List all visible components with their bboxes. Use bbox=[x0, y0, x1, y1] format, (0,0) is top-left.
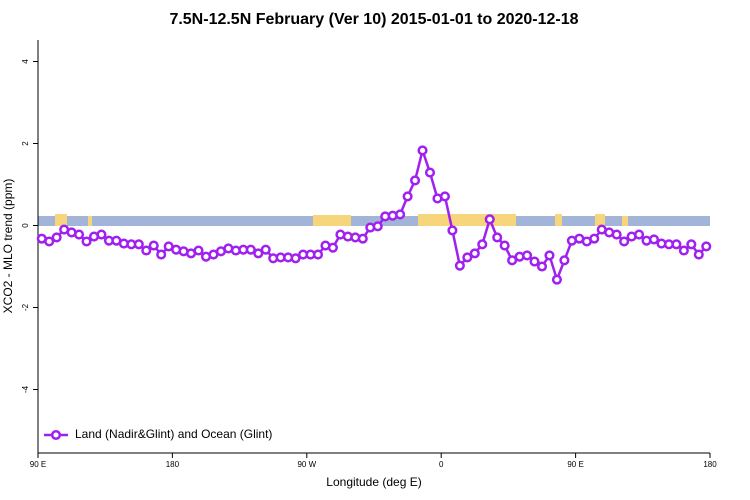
data-point bbox=[447, 225, 458, 236]
data-point bbox=[253, 248, 264, 259]
data-point bbox=[671, 239, 682, 250]
data-point bbox=[81, 236, 92, 247]
data-point bbox=[454, 260, 465, 271]
data-point bbox=[312, 249, 324, 260]
data-point bbox=[522, 250, 533, 261]
data-point bbox=[372, 221, 383, 232]
x-tick-label: 90 E bbox=[567, 460, 583, 469]
data-point bbox=[410, 175, 421, 186]
data-point bbox=[693, 249, 704, 260]
x-tick-label: 180 bbox=[703, 460, 717, 469]
y-tick-label: -2 bbox=[21, 303, 30, 311]
data-point bbox=[507, 255, 518, 266]
data-point bbox=[141, 245, 152, 256]
data-point bbox=[245, 244, 256, 255]
data-point bbox=[611, 229, 622, 240]
data-point bbox=[701, 241, 712, 252]
series-line bbox=[41, 146, 708, 284]
data-point bbox=[193, 245, 204, 256]
data-point bbox=[634, 229, 645, 240]
y-axis-label: XCO2 - MLO trend (ppm) bbox=[1, 179, 15, 314]
data-point bbox=[439, 191, 450, 202]
data-point bbox=[51, 232, 62, 243]
data-point bbox=[133, 239, 144, 250]
data-point bbox=[589, 233, 600, 244]
data-point bbox=[536, 261, 548, 272]
y-tick-label: 4 bbox=[21, 59, 30, 64]
data-point bbox=[44, 236, 55, 247]
x-tick-label: 90 W bbox=[297, 460, 316, 469]
data-point bbox=[678, 245, 689, 256]
data-point bbox=[529, 256, 540, 267]
x-tick-label: 180 bbox=[166, 460, 180, 469]
data-point bbox=[357, 233, 368, 244]
chart-title: 7.5N-12.5N February (Ver 10) 2015-01-01 … bbox=[169, 11, 578, 28]
data-point bbox=[402, 191, 413, 202]
data-point bbox=[619, 236, 630, 247]
y-tick-label: 0 bbox=[21, 223, 30, 228]
data-point bbox=[648, 234, 660, 245]
data-point bbox=[499, 240, 510, 251]
data-point bbox=[477, 239, 488, 250]
data-point bbox=[290, 253, 301, 264]
data-point bbox=[395, 209, 406, 220]
data-point bbox=[424, 167, 436, 178]
data-point bbox=[559, 255, 570, 266]
data-point bbox=[551, 274, 562, 285]
data-point bbox=[156, 249, 167, 260]
x-tick-label: 0 bbox=[439, 460, 444, 469]
data-point bbox=[686, 239, 697, 250]
data-point bbox=[469, 248, 480, 259]
data-point bbox=[148, 240, 159, 251]
legend-label: Land (Nadir&Glint) and Ocean (Glint) bbox=[75, 427, 272, 441]
y-tick-label: -4 bbox=[21, 385, 30, 393]
data-point bbox=[492, 232, 503, 243]
x-axis-label: Longitude (deg E) bbox=[326, 475, 421, 489]
data-point bbox=[544, 250, 555, 261]
x-tick-label: 90 E bbox=[30, 460, 46, 469]
data-point bbox=[327, 242, 338, 253]
data-point bbox=[462, 252, 473, 263]
data-point bbox=[74, 229, 85, 240]
data-point bbox=[484, 214, 495, 225]
legend-marker bbox=[50, 429, 62, 441]
data-point bbox=[417, 145, 428, 156]
data-point bbox=[96, 229, 107, 240]
y-tick-label: 2 bbox=[21, 141, 30, 146]
data-point bbox=[260, 244, 271, 255]
